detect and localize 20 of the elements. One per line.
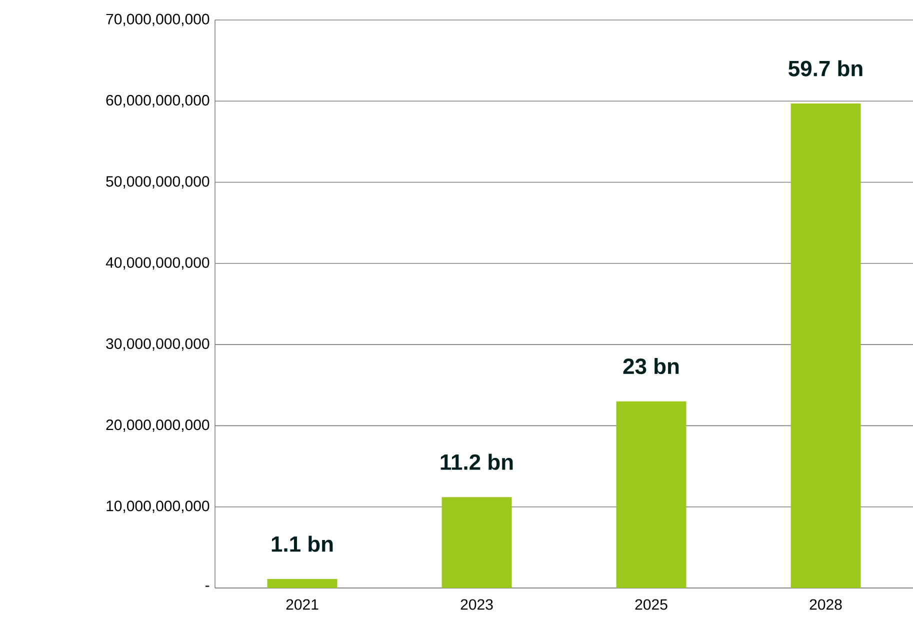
x-tick-label: 2021 xyxy=(286,599,318,610)
y-tick-label: 40,000,000,000 xyxy=(106,257,210,270)
bar xyxy=(267,579,338,588)
data-label: 11.2 bn xyxy=(440,454,513,470)
data-label: 1.1 bn xyxy=(272,536,333,552)
data-label: 59.7 bn xyxy=(788,60,862,76)
y-tick-label: 50,000,000,000 xyxy=(106,176,210,188)
y-tick-label: 70,000,000,000 xyxy=(106,14,210,26)
data-label: 23 bn xyxy=(623,358,679,374)
x-tick-label: 2023 xyxy=(460,599,493,610)
bar xyxy=(442,497,512,588)
y-tick-label: - xyxy=(205,586,210,587)
bar xyxy=(616,401,686,588)
bar xyxy=(790,104,861,588)
y-tick-label: 30,000,000,000 xyxy=(106,338,210,351)
y-tick-label: 10,000,000,000 xyxy=(106,500,210,514)
y-tick-label: 20,000,000,000 xyxy=(106,420,210,432)
y-tick-label: 60,000,000,000 xyxy=(106,94,210,108)
x-tick-label: 2025 xyxy=(635,599,668,610)
x-tick-label: 2028 xyxy=(810,599,842,610)
